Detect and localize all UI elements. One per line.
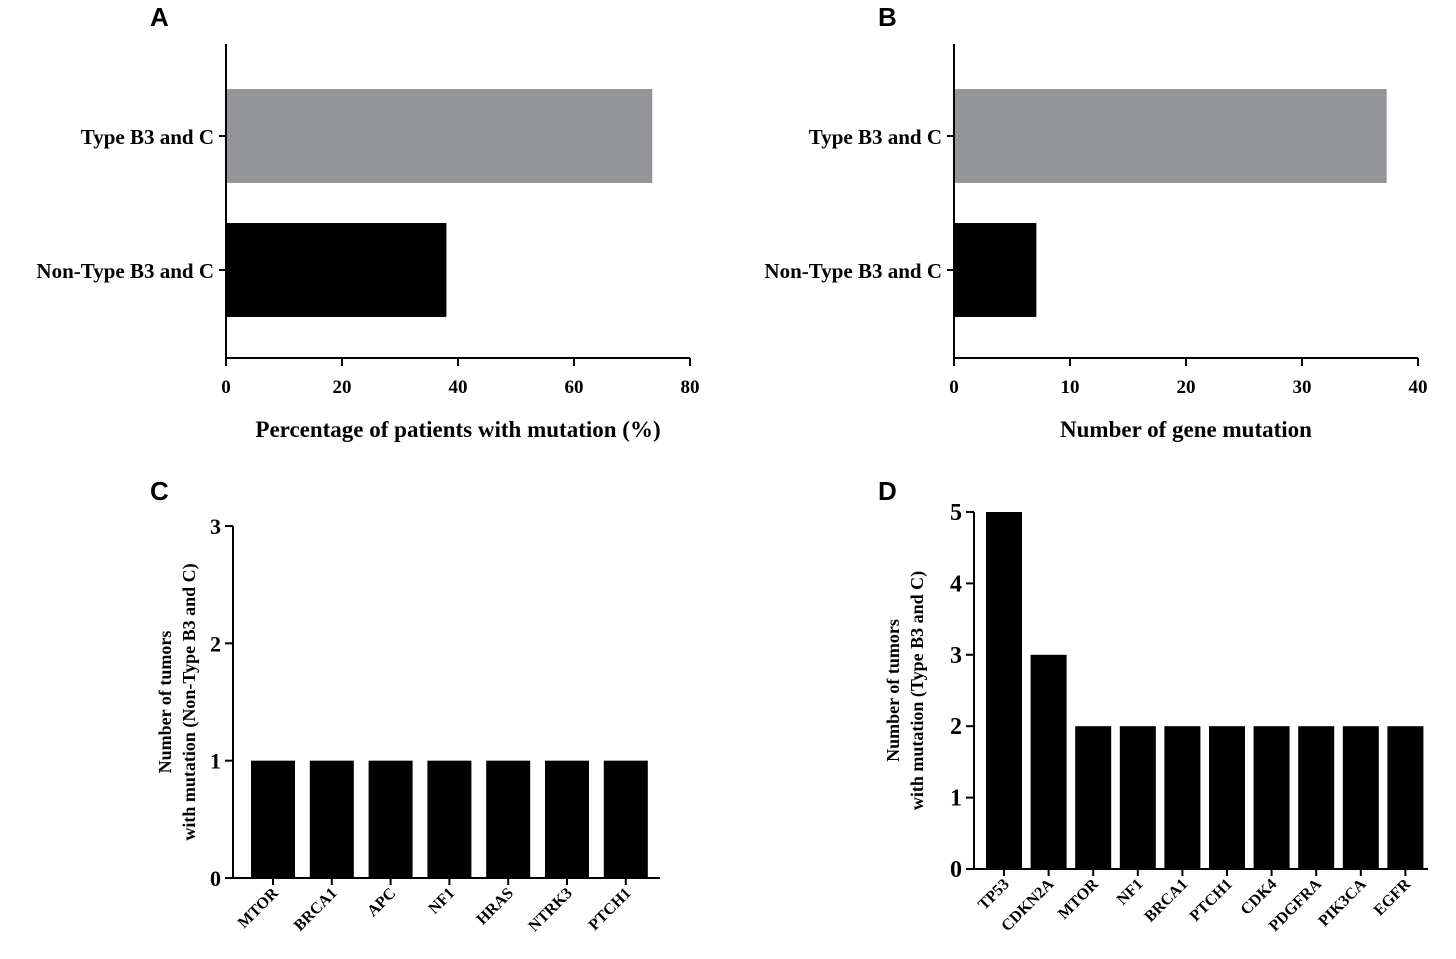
chart-d-category-label-2: MTOR (1055, 875, 1102, 922)
chart-c-bar-5 (545, 760, 589, 878)
chart-a-xtick-label-1: 20 (333, 377, 352, 398)
chart-c-category-label-1: BRCA1 (291, 885, 341, 935)
chart-a-category-label-0: Type B3 and C (81, 125, 214, 149)
chart-c-y-axis-title-line-1: with mutation (Non-Type B3 and C) (179, 563, 200, 840)
chart-d-category-label-4: BRCA1 (1141, 876, 1191, 926)
chart-d-bar-7 (1298, 726, 1335, 869)
chart-c-ytick-label-0: 0 (210, 866, 221, 891)
panel-label-b: B (878, 2, 897, 32)
chart-d-y-axis-title-line-0: Number of tumors (883, 619, 903, 762)
chart-c-bar-0 (251, 760, 295, 878)
chart-b-svg: Type B3 and C Non-Type B3 and C 0 10 20 30 40 N… (764, 44, 1428, 442)
chart-panel-b: B Type B3 and C Non-Type B3 and C 0 10 20 30 4… (728, 0, 1456, 460)
chart-c-bar-6 (603, 760, 648, 878)
chart-c-category-label-5: NTRK3 (525, 885, 575, 935)
chart-d-category-label-3: NF1 (1114, 876, 1147, 909)
chart-c-category-label-0: MTOR (235, 884, 282, 931)
chart-d-ytick-label-4: 4 (950, 571, 962, 597)
chart-a-xtick-label-4: 80 (681, 377, 700, 398)
chart-a-x-axis-title: Percentage of patients with mutation (%) (255, 417, 660, 442)
chart-d-bar-0 (986, 512, 1022, 869)
chart-c-ytick-label-2: 2 (210, 631, 221, 656)
chart-b-xtick-label-2: 20 (1177, 377, 1196, 398)
chart-panel-c: C 0 1 2 3 MTOR BRCA1 APC NF1 HRAS NTRK3 PTCH1 Numbe… (0, 470, 728, 959)
chart-d-category-label-9: EGFR (1371, 875, 1415, 919)
chart-d-bar-8 (1342, 726, 1379, 869)
chart-c-bar-2 (368, 760, 413, 878)
chart-b-xtick-label-1: 10 (1061, 377, 1080, 398)
chart-panel-d: D 0 1 2 3 4 5 TP53 CDKN2A MTOR NF1 BRCA1 PTCH1 CDK4 P… (728, 470, 1456, 959)
panel-label-a: A (150, 2, 169, 32)
chart-c-ytick-label-1: 1 (210, 749, 221, 774)
chart-b-bar-1 (954, 223, 1037, 317)
chart-a-bar-0 (226, 89, 653, 183)
chart-b-xtick-label-0: 0 (949, 377, 959, 398)
chart-c-bar-3 (427, 760, 472, 878)
chart-d-bar-9 (1387, 726, 1424, 869)
chart-d-category-label-8: PIK3CA (1315, 875, 1369, 929)
chart-d-ytick-label-3: 3 (950, 643, 962, 669)
chart-d-category-label-0: TP53 (975, 876, 1013, 914)
chart-d-category-label-5: PTCH1 (1187, 876, 1236, 925)
chart-b-x-axis-title: Number of gene mutation (1060, 417, 1312, 442)
chart-a-xtick-label-0: 0 (221, 377, 231, 398)
panel-label-c: C (150, 476, 169, 506)
chart-b-bar-0 (954, 89, 1387, 183)
chart-b-category-label-1: Non-Type B3 and C (764, 259, 942, 283)
chart-c-bar-1 (309, 760, 354, 878)
chart-c-ytick-label-3: 3 (210, 514, 221, 539)
chart-d-bar-2 (1075, 726, 1112, 869)
chart-c-category-label-2: APC (364, 885, 399, 920)
chart-b-xtick-label-3: 30 (1293, 377, 1312, 398)
chart-panel-a: A Type B3 and C Non-Type B3 and C 0 20 40 60 8… (0, 0, 728, 460)
chart-d-bar-3 (1119, 726, 1156, 869)
chart-d-y-axis-title-line-1: with mutation (Type B3 and C) (907, 571, 928, 810)
chart-d-bar-1 (1030, 654, 1067, 869)
chart-c-category-label-6: PTCH1 (586, 885, 635, 934)
chart-d-bar-6 (1253, 726, 1290, 869)
chart-c-category-label-3: NF1 (425, 885, 458, 918)
chart-d-ytick-label-2: 2 (950, 714, 962, 740)
chart-c-category-label-4: HRAS (474, 885, 518, 929)
chart-d-category-label-6: CDK4 (1238, 876, 1281, 919)
chart-d-ytick-label-0: 0 (950, 857, 962, 883)
chart-a-category-label-1: Non-Type B3 and C (36, 259, 214, 283)
chart-d-bar-4 (1164, 726, 1201, 869)
chart-a-xtick-label-2: 40 (449, 377, 468, 398)
chart-d-ytick-label-5: 5 (950, 500, 962, 526)
chart-a-xtick-label-3: 60 (565, 377, 584, 398)
chart-b-xtick-label-4: 40 (1409, 377, 1428, 398)
chart-d-bar-5 (1209, 726, 1245, 869)
chart-c-svg: 0 1 2 3 MTOR BRCA1 APC NF1 HRAS NTRK3 PTCH1 Number … (155, 514, 660, 935)
chart-c-y-axis-title-line-0: Number of tumors (155, 631, 175, 774)
chart-a-bar-1 (226, 223, 447, 317)
panel-label-d: D (878, 476, 897, 506)
chart-a-svg: Type B3 and C Non-Type B3 and C 0 20 40 60 80 P… (36, 44, 700, 442)
chart-b-category-label-0: Type B3 and C (809, 125, 942, 149)
chart-c-bar-4 (486, 760, 531, 878)
chart-d-ytick-label-1: 1 (950, 786, 962, 812)
